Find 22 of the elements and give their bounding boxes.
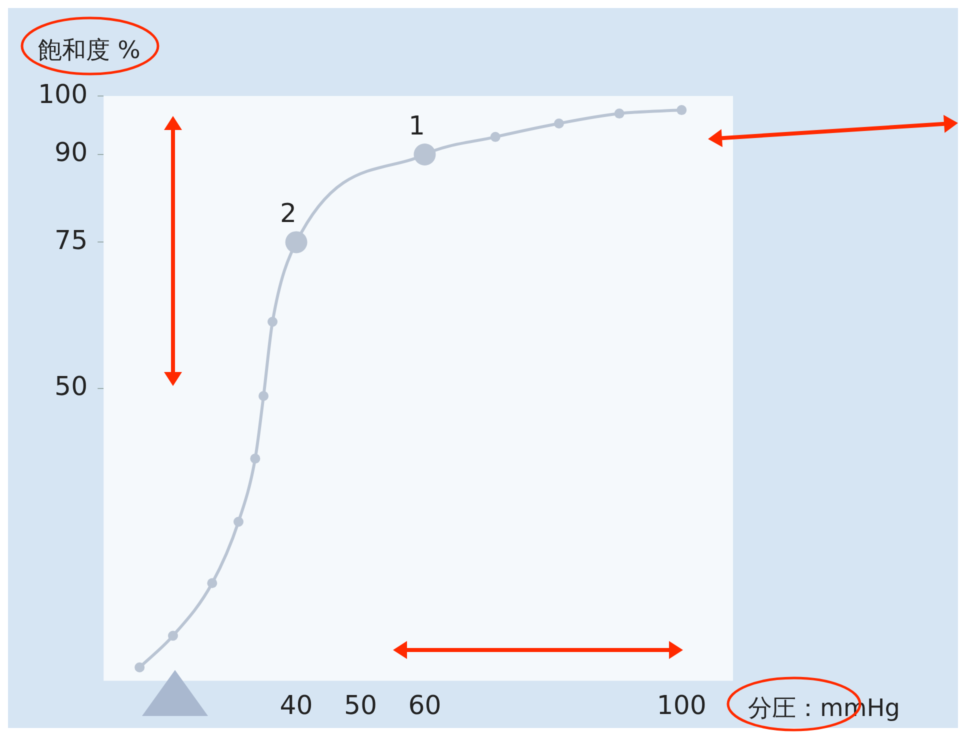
- annotation: 1: [408, 111, 426, 142]
- point: [207, 578, 218, 588]
- point: [134, 662, 145, 672]
- point: [268, 316, 278, 327]
- x-tick-label: 40: [280, 691, 313, 722]
- point: [168, 630, 178, 641]
- y-tick-label: 50: [54, 372, 88, 402]
- point: [554, 118, 564, 128]
- point: [258, 391, 269, 402]
- x-tick-label: 60: [408, 691, 442, 722]
- y-tick-label: 75: [54, 226, 88, 256]
- point: [676, 105, 687, 116]
- annotation: 2: [280, 199, 297, 230]
- point: [490, 132, 500, 142]
- y-tick-label: 90: [54, 138, 88, 168]
- point: [250, 454, 260, 464]
- point: [614, 108, 624, 119]
- x-tick-label: 100: [656, 691, 706, 722]
- y-axis-title: 飽和度 %: [38, 35, 140, 66]
- y-tick-label: 100: [38, 80, 88, 110]
- x-tick-label: 50: [344, 691, 378, 722]
- point: [233, 516, 244, 527]
